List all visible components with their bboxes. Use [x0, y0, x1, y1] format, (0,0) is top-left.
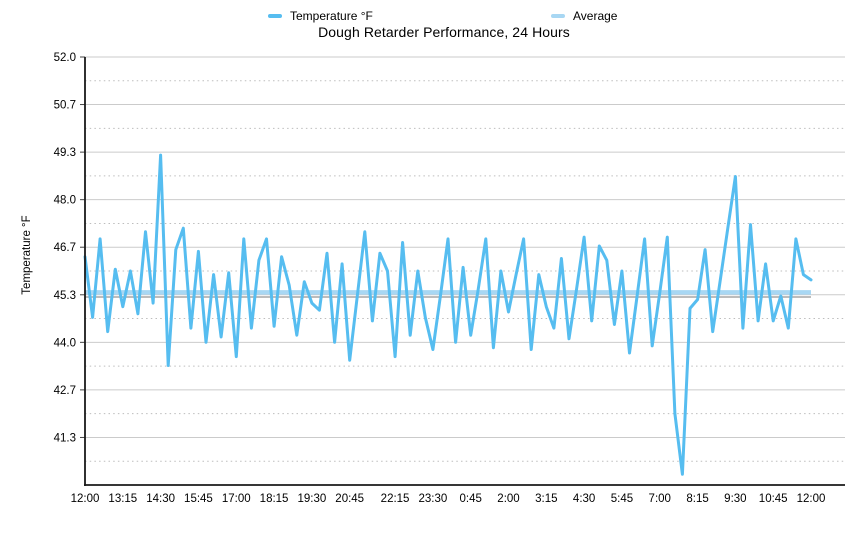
- x-tick-label: 23:30: [418, 493, 447, 505]
- x-tick-label: 14:30: [146, 493, 175, 505]
- average-series: [85, 290, 811, 299]
- x-tick-label: 3:15: [535, 493, 557, 505]
- temperature-series: [83, 153, 813, 476]
- temperature-series-swatch: [268, 14, 282, 18]
- x-tick-label: 4:30: [573, 493, 595, 505]
- x-tick-label: 19:30: [297, 493, 326, 505]
- y-axis-labels: 52.0 50.7 49.3 48.0 46.7 45.3 44.0 42.7 41.3: [54, 52, 76, 444]
- temperature-line: [83, 153, 813, 476]
- average-series-swatch: [551, 14, 565, 18]
- x-tick-label: 22:15: [381, 493, 410, 505]
- y-tick-label: 45.3: [54, 290, 76, 302]
- x-tick-label: 12:00: [71, 493, 100, 505]
- y-tick-label: 49.3: [54, 147, 76, 159]
- legend-item-temperature: Temperature °F: [268, 9, 373, 23]
- chart-title: Dough Retarder Performance, 24 Hours: [318, 24, 570, 40]
- x-tick-label: 15:45: [184, 493, 213, 505]
- y-axis-title: Temperature °F: [21, 215, 33, 295]
- x-tick-label: 9:30: [724, 493, 746, 505]
- y-tick-label: 52.0: [54, 52, 76, 64]
- legend-label-temperature: Temperature °F: [290, 9, 373, 23]
- y-tick-label: 41.3: [54, 432, 76, 444]
- chart-legend: Temperature °F Average: [0, 0, 850, 23]
- legend-label-average: Average: [573, 9, 618, 23]
- axes: [84, 57, 845, 486]
- x-tick-label: 0:45: [459, 493, 481, 505]
- y-tick-label: 44.0: [54, 337, 76, 349]
- x-tick-label: 20:45: [335, 493, 364, 505]
- x-tick-label: 8:15: [686, 493, 708, 505]
- x-tick-label: 12:00: [797, 493, 826, 505]
- x-tick-label: 5:45: [611, 493, 633, 505]
- x-axis-labels: 12:00 13:15 14:30 15:45 17:00 18:15 19:30 20:45…: [71, 493, 826, 505]
- x-tick-label: 7:00: [649, 493, 671, 505]
- legend-item-average: Average: [551, 9, 617, 23]
- x-tick-label: 2:00: [497, 493, 519, 505]
- x-tick-label: 13:15: [108, 493, 137, 505]
- y-tick-label: 42.7: [54, 385, 76, 397]
- major-gridlines: [85, 56, 845, 438]
- y-tick-label: 50.7: [54, 100, 76, 112]
- y-tick-label: 46.7: [54, 242, 76, 254]
- x-tick-label: 17:00: [222, 493, 251, 505]
- x-tick-label: 10:45: [759, 493, 788, 505]
- x-tick-label: 18:15: [260, 493, 289, 505]
- y-tick-label: 48.0: [54, 195, 76, 207]
